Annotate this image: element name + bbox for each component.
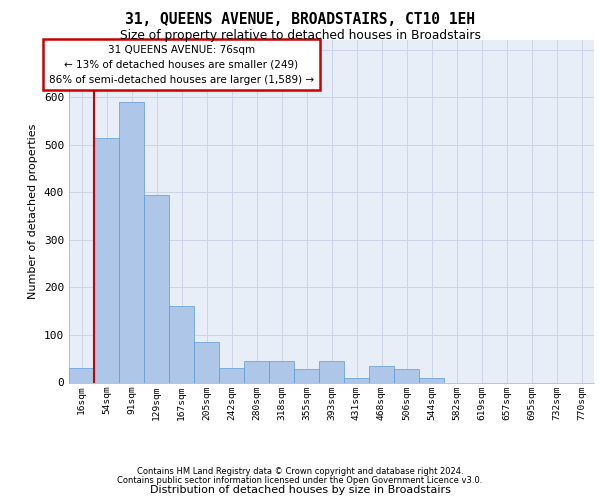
Bar xyxy=(369,366,394,382)
Bar xyxy=(394,369,419,382)
Y-axis label: Number of detached properties: Number of detached properties xyxy=(28,124,38,299)
Bar xyxy=(269,361,294,382)
Bar xyxy=(344,378,369,382)
Bar xyxy=(169,306,194,382)
Bar xyxy=(69,368,94,382)
Text: Contains HM Land Registry data © Crown copyright and database right 2024.: Contains HM Land Registry data © Crown c… xyxy=(137,467,463,476)
Text: Size of property relative to detached houses in Broadstairs: Size of property relative to detached ho… xyxy=(119,29,481,42)
Bar xyxy=(144,194,169,382)
Bar xyxy=(194,342,219,382)
Text: 31 QUEENS AVENUE: 76sqm
← 13% of detached houses are smaller (249)
86% of semi-d: 31 QUEENS AVENUE: 76sqm ← 13% of detache… xyxy=(49,45,314,84)
Bar xyxy=(219,368,244,382)
Bar xyxy=(244,361,269,382)
Bar xyxy=(419,378,444,382)
Text: Distribution of detached houses by size in Broadstairs: Distribution of detached houses by size … xyxy=(149,485,451,495)
Bar xyxy=(94,138,119,382)
Bar xyxy=(119,102,144,382)
Bar xyxy=(319,361,344,382)
Text: Contains public sector information licensed under the Open Government Licence v3: Contains public sector information licen… xyxy=(118,476,482,485)
Bar xyxy=(294,369,319,382)
Text: 31, QUEENS AVENUE, BROADSTAIRS, CT10 1EH: 31, QUEENS AVENUE, BROADSTAIRS, CT10 1EH xyxy=(125,12,475,26)
